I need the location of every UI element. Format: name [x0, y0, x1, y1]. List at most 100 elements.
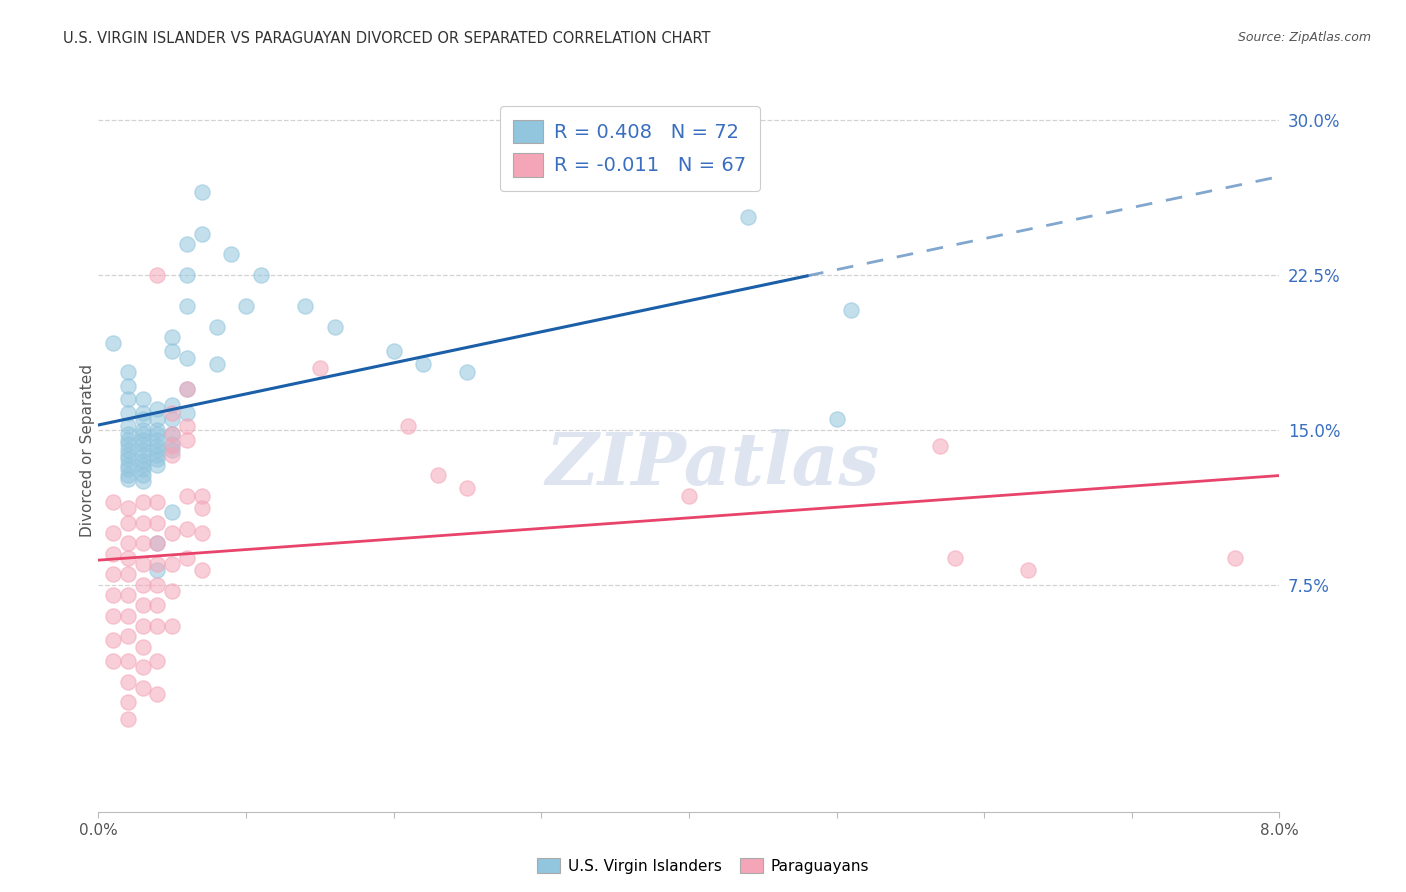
Point [457, 481, 479, 495]
Text: U.S. VIRGIN ISLANDER VS PARAGUAYAN DIVORCED OR SEPARATED CORRELATION CHART: U.S. VIRGIN ISLANDER VS PARAGUAYAN DIVOR… [63, 31, 711, 46]
Point [162, 412, 183, 426]
Point [146, 443, 169, 458]
Point [117, 451, 139, 466]
Point [176, 406, 198, 420]
Point [235, 299, 257, 313]
Point [146, 619, 169, 633]
Point [117, 516, 139, 530]
Point [146, 563, 169, 577]
Point [146, 557, 169, 571]
Point [117, 437, 139, 451]
Point [103, 588, 125, 602]
Point [176, 489, 198, 503]
Point [117, 418, 139, 433]
Point [117, 433, 139, 447]
Point [132, 406, 155, 420]
Point [162, 437, 183, 451]
Point [117, 567, 139, 582]
Point [162, 505, 183, 519]
Point [427, 468, 450, 483]
Point [162, 398, 183, 412]
Point [103, 495, 125, 509]
Point [162, 439, 183, 453]
Point [146, 536, 169, 550]
Point [117, 392, 139, 406]
Point [162, 344, 183, 359]
Point [103, 567, 125, 582]
Point [117, 654, 139, 668]
Point [146, 423, 169, 437]
Point [146, 516, 169, 530]
Point [132, 660, 155, 674]
Point [117, 629, 139, 643]
Point [132, 454, 155, 468]
Point [146, 412, 169, 426]
Point [132, 392, 155, 406]
Point [132, 426, 155, 441]
Point [323, 319, 346, 334]
Point [191, 526, 214, 541]
Point [191, 489, 214, 503]
Point [162, 526, 183, 541]
Point [132, 516, 155, 530]
Point [162, 619, 183, 633]
Point [132, 619, 155, 633]
Point [103, 608, 125, 623]
Point [221, 247, 243, 261]
Point [146, 426, 169, 441]
Point [132, 640, 155, 654]
Point [1018, 563, 1040, 577]
Point [1225, 550, 1247, 565]
Point [132, 475, 155, 489]
Point [205, 357, 228, 371]
Point [162, 583, 183, 598]
Point [117, 443, 139, 458]
Point [132, 557, 155, 571]
Point [176, 351, 198, 365]
Point [146, 402, 169, 417]
Point [132, 433, 155, 447]
Point [382, 344, 405, 359]
Point [146, 687, 169, 701]
Point [162, 426, 183, 441]
Point [294, 299, 316, 313]
Point [103, 654, 125, 668]
Point [176, 433, 198, 447]
Point [132, 412, 155, 426]
Point [117, 712, 139, 726]
Point [162, 448, 183, 462]
Point [146, 268, 169, 282]
Point [309, 360, 332, 375]
Legend: U.S. Virgin Islanders, Paraguayans: U.S. Virgin Islanders, Paraguayans [531, 852, 875, 880]
Point [117, 472, 139, 486]
Point [117, 406, 139, 420]
Point [117, 536, 139, 550]
Point [103, 633, 125, 648]
Point [132, 495, 155, 509]
Point [117, 608, 139, 623]
Point [250, 268, 273, 282]
Point [103, 336, 125, 351]
Point [841, 303, 863, 318]
Point [117, 695, 139, 709]
Point [117, 426, 139, 441]
Point [117, 462, 139, 476]
Point [146, 448, 169, 462]
Point [132, 599, 155, 613]
Point [117, 674, 139, 689]
Point [176, 522, 198, 536]
Point [162, 443, 183, 458]
Point [191, 501, 214, 516]
Point [146, 433, 169, 447]
Point [943, 550, 966, 565]
Point [825, 412, 848, 426]
Point [132, 577, 155, 591]
Point [132, 437, 155, 451]
Point [132, 681, 155, 695]
Text: ZIPatlas: ZIPatlas [546, 429, 880, 500]
Point [191, 227, 214, 241]
Point [176, 418, 198, 433]
Point [457, 365, 479, 379]
Point [132, 448, 155, 462]
Point [176, 382, 198, 396]
